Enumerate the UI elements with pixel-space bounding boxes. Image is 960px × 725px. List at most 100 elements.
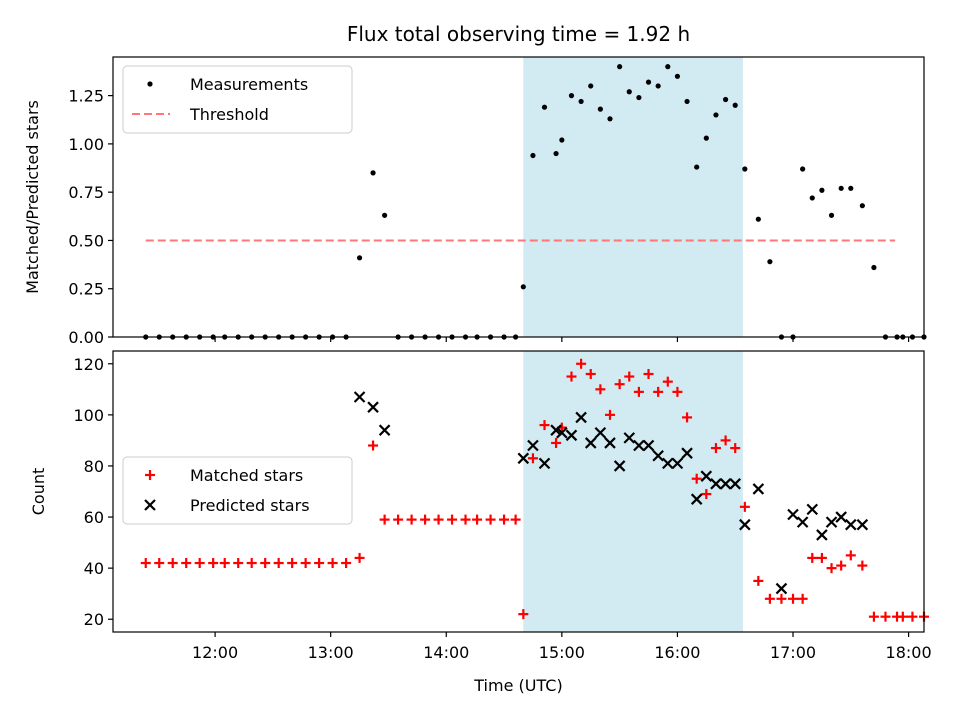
measurement-point [370, 170, 376, 176]
measurement-point [553, 150, 559, 157]
matched-star-marker [614, 379, 625, 390]
predicted-star-marker [584, 437, 597, 449]
predicted-star-marker [856, 518, 869, 531]
matched-star-marker [643, 368, 654, 379]
matched-star-marker [233, 558, 244, 569]
measurement-point [530, 152, 536, 159]
matched-star-marker [672, 386, 683, 397]
x-stroke-b [550, 424, 562, 436]
x-stroke-b [527, 439, 539, 452]
x-stroke-b [787, 508, 799, 521]
measurement-point [636, 94, 642, 101]
predicted-star-marker [550, 424, 562, 436]
x-stroke-b [752, 483, 765, 495]
predicted-star-marker [556, 426, 568, 439]
x-tick-label: 16:00 [654, 643, 700, 662]
measurement-point [520, 284, 526, 290]
measurement-point [597, 106, 603, 112]
x-tick-label: 17:00 [770, 643, 816, 662]
x-stroke-b [642, 439, 655, 452]
legend-entry-label: Threshold [189, 105, 269, 124]
matched-star-marker [420, 514, 431, 525]
matched-star-marker [472, 514, 483, 525]
x-stroke-b [845, 518, 857, 531]
predicted-star-marker [662, 457, 674, 470]
x-stroke-b [729, 478, 741, 490]
y-tick-label: 40 [84, 559, 104, 578]
x-stroke-b [517, 452, 530, 465]
predicted-star-marker [517, 452, 530, 465]
predicted-star-marker [681, 447, 693, 459]
x-stroke-b [353, 391, 366, 403]
legend-marker-predicted [144, 499, 156, 511]
predicted-star-marker [710, 478, 722, 490]
x-stroke-b [538, 457, 551, 470]
y-tick-label: 80 [84, 457, 104, 476]
matched-star-marker [140, 558, 151, 569]
matched-star-marker [300, 558, 311, 569]
matched-star-marker [868, 611, 879, 622]
matched-star-marker [518, 609, 529, 620]
predicted-star-marker [527, 439, 539, 452]
predicted-star-marker [353, 391, 366, 403]
legend-entry-label: Matched stars [190, 466, 303, 485]
y-tick-label: 0.25 [68, 280, 104, 299]
predicted-star-marker [739, 518, 751, 531]
matched-star-marker [897, 611, 908, 622]
matched-star-marker [447, 514, 458, 525]
matched-star-marker [836, 560, 847, 571]
matched-star-marker [354, 552, 365, 563]
measurement-point [859, 203, 865, 209]
matched-star-marker [551, 437, 562, 448]
matched-star-marker [393, 514, 404, 525]
predicted-star-marker [729, 478, 741, 490]
matched-star-marker [753, 575, 764, 586]
matched-star-marker [368, 440, 379, 451]
measurement-point [742, 166, 748, 172]
matched-star-marker [379, 514, 390, 525]
measurement-point [767, 259, 773, 265]
measurement-point [674, 73, 681, 79]
y-tick-label: 0.00 [68, 328, 104, 347]
x-stroke-b [633, 439, 645, 452]
measurement-point [819, 187, 825, 193]
matched-star-marker [807, 552, 818, 563]
x-stroke-b [556, 426, 568, 439]
matched-star-marker [764, 593, 775, 604]
predicted-star-marker [719, 478, 732, 490]
predicted-star-marker [633, 439, 645, 452]
predicted-star-marker [367, 401, 379, 413]
x-stroke-b [604, 437, 616, 449]
matched-star-marker [181, 558, 192, 569]
predicted-star-marker [796, 516, 809, 528]
y-tick-label: 100 [73, 406, 104, 425]
measurement-point [871, 264, 877, 271]
measurement-point [694, 164, 700, 170]
x-stroke-b [690, 493, 703, 505]
legend-box [122, 456, 353, 525]
measurement-point [722, 96, 729, 103]
y-tick-label: 0.50 [68, 231, 104, 250]
matched-star-marker [341, 558, 352, 569]
matched-star-marker [595, 384, 606, 395]
matched-star-marker [826, 563, 837, 574]
predicted-star-marker [642, 439, 655, 452]
matched-star-marker [194, 558, 205, 569]
measurement-point [713, 112, 719, 118]
predicted-star-marker [787, 508, 799, 521]
x-stroke-b [700, 470, 713, 482]
matched-star-marker [682, 412, 693, 423]
x-stroke-b [367, 401, 379, 413]
matched-star-marker [539, 420, 550, 431]
matched-star-marker [219, 558, 230, 569]
predicted-star-marker [775, 582, 788, 595]
axes-frame [112, 350, 925, 633]
legend-marker-measurements [147, 81, 153, 87]
y-axis-label: Count [29, 468, 48, 516]
measurement-point [684, 98, 690, 105]
matched-star-marker [527, 453, 538, 464]
measurement-point [617, 64, 623, 70]
matched-star-marker [710, 443, 721, 454]
measurement-point [828, 212, 835, 218]
x-tick-label: 14:00 [423, 643, 469, 662]
